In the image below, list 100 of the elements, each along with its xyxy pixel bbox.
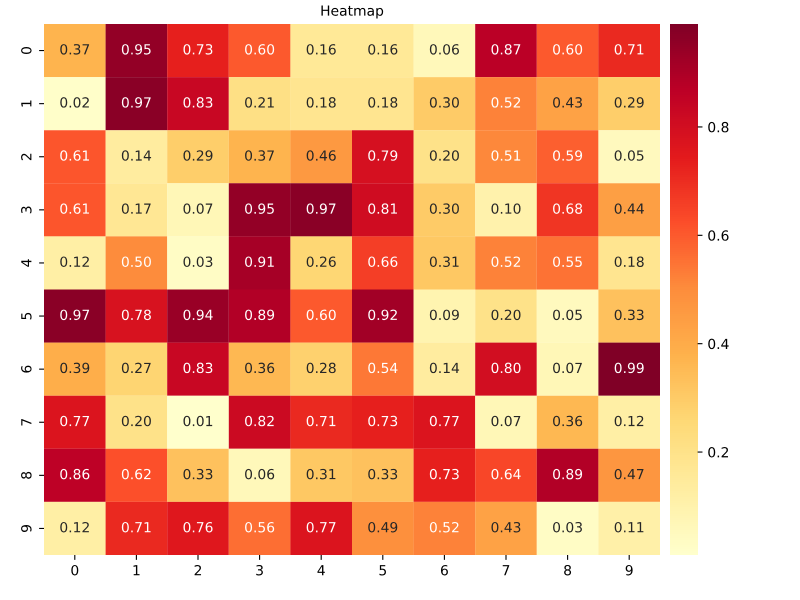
data-label: 0.77 bbox=[306, 522, 336, 532]
data-label: 0.16 bbox=[368, 44, 398, 55]
data-label: 0.54 bbox=[368, 362, 398, 374]
data-label: 0.37 bbox=[60, 44, 90, 55]
x-tick-label: 9 bbox=[626, 564, 633, 576]
data-label: 0.80 bbox=[491, 362, 521, 374]
data-label: 0.83 bbox=[183, 97, 212, 108]
data-label: 0.62 bbox=[122, 468, 150, 480]
data-label: 0.95 bbox=[245, 203, 274, 214]
data-label: 0.50 bbox=[122, 256, 151, 267]
data-label: 0.46 bbox=[306, 150, 336, 161]
data-label: 0.33 bbox=[368, 468, 398, 480]
data-label: 0.89 bbox=[553, 468, 582, 480]
data-label: 0.92 bbox=[368, 310, 397, 320]
y-tick-label: 7 bbox=[21, 419, 32, 426]
y-tick-label: 3 bbox=[21, 206, 32, 214]
data-label: 0.29 bbox=[614, 97, 644, 108]
data-label: 0.73 bbox=[368, 416, 398, 426]
data-label: 0.36 bbox=[553, 416, 582, 426]
data-label: 0.39 bbox=[60, 362, 90, 374]
data-label: 0.51 bbox=[491, 150, 520, 161]
data-label: 0.97 bbox=[306, 203, 336, 214]
data-label: 0.14 bbox=[122, 150, 152, 161]
data-label: 0.16 bbox=[306, 44, 336, 55]
data-label: 0.99 bbox=[614, 362, 644, 374]
data-label: 0.30 bbox=[430, 203, 459, 214]
data-label: 0.66 bbox=[368, 256, 398, 267]
data-label: 0.95 bbox=[122, 44, 151, 55]
data-label: 0.64 bbox=[491, 468, 521, 480]
data-label: 0.52 bbox=[491, 97, 520, 108]
data-label: 0.26 bbox=[306, 256, 336, 267]
data-label: 0.33 bbox=[183, 468, 212, 480]
data-label: 0.06 bbox=[430, 44, 459, 55]
data-label: 0.28 bbox=[306, 362, 336, 374]
y-tick-label: 9 bbox=[21, 525, 32, 532]
data-label: 0.07 bbox=[183, 203, 212, 214]
data-label: 0.56 bbox=[245, 522, 274, 532]
data-label: 0.61 bbox=[60, 203, 89, 214]
color-bar-label: 0.4 bbox=[708, 338, 729, 350]
data-label: 0.97 bbox=[60, 310, 90, 320]
data-label: 0.49 bbox=[368, 522, 398, 532]
x-tick-label: 2 bbox=[194, 564, 202, 576]
data-label: 0.07 bbox=[491, 416, 520, 426]
data-label: 0.83 bbox=[183, 362, 212, 374]
data-label: 0.47 bbox=[614, 468, 644, 480]
data-label: 0.81 bbox=[368, 203, 397, 214]
data-label: 0.03 bbox=[183, 256, 212, 267]
data-label: 0.06 bbox=[245, 468, 274, 480]
data-label: 0.10 bbox=[491, 203, 521, 214]
color-bar-label: 0.2 bbox=[708, 447, 728, 458]
x-tick-label: 1 bbox=[134, 565, 140, 576]
data-label: 0.43 bbox=[491, 522, 520, 532]
data-label: 0.18 bbox=[306, 97, 336, 108]
x-tick-label: 6 bbox=[440, 564, 448, 576]
data-label: 0.09 bbox=[430, 310, 459, 320]
data-label: 0.76 bbox=[183, 522, 213, 532]
data-label: 0.14 bbox=[430, 362, 460, 374]
y-tick-label: 1 bbox=[21, 100, 32, 107]
data-label: 0.79 bbox=[368, 150, 398, 161]
data-label: 0.27 bbox=[122, 362, 151, 374]
data-label: 0.86 bbox=[60, 468, 90, 480]
x-tick-label: 4 bbox=[317, 565, 325, 576]
data-label: 0.30 bbox=[430, 97, 459, 108]
data-label: 0.82 bbox=[245, 416, 274, 426]
data-label: 0.52 bbox=[491, 256, 520, 267]
color-bar-label: 0.8 bbox=[708, 122, 728, 132]
y-tick-label: 5 bbox=[21, 312, 32, 320]
chart-title: Heatmap bbox=[321, 6, 384, 19]
data-label: 0.21 bbox=[245, 97, 274, 108]
data-label: 0.71 bbox=[614, 44, 644, 55]
data-label: 0.44 bbox=[614, 203, 644, 214]
data-label: 0.77 bbox=[60, 416, 90, 426]
data-label: 0.36 bbox=[245, 362, 274, 374]
data-label: 0.60 bbox=[245, 44, 274, 55]
data-label: 0.17 bbox=[122, 203, 151, 214]
data-label: 0.37 bbox=[245, 150, 274, 161]
data-label: 0.91 bbox=[245, 256, 274, 267]
data-label: 0.68 bbox=[553, 203, 582, 214]
data-label: 0.73 bbox=[430, 468, 459, 480]
data-label: 0.43 bbox=[553, 97, 582, 108]
data-label: 0.52 bbox=[430, 522, 458, 532]
data-label: 0.29 bbox=[183, 150, 212, 161]
x-tick-label: 0 bbox=[71, 564, 78, 576]
data-label: 0.87 bbox=[491, 44, 520, 55]
data-label: 0.59 bbox=[553, 150, 582, 161]
data-label: 0.78 bbox=[122, 310, 151, 320]
data-label: 0.02 bbox=[60, 97, 89, 108]
data-label: 0.11 bbox=[614, 522, 644, 532]
data-label: 0.55 bbox=[553, 256, 582, 267]
data-label: 0.33 bbox=[614, 310, 644, 320]
y-tick-label: 4 bbox=[21, 259, 32, 267]
data-label: 0.01 bbox=[183, 416, 212, 426]
data-label: 0.31 bbox=[306, 468, 336, 480]
x-tick-label: 7 bbox=[502, 565, 510, 576]
x-tick-label: 5 bbox=[379, 565, 386, 576]
data-label: 0.60 bbox=[306, 310, 336, 320]
data-label: 0.71 bbox=[306, 416, 336, 426]
data-label: 0.60 bbox=[553, 44, 582, 55]
color-bar-label: 0.6 bbox=[708, 230, 729, 241]
data-label: 0.05 bbox=[614, 150, 644, 161]
